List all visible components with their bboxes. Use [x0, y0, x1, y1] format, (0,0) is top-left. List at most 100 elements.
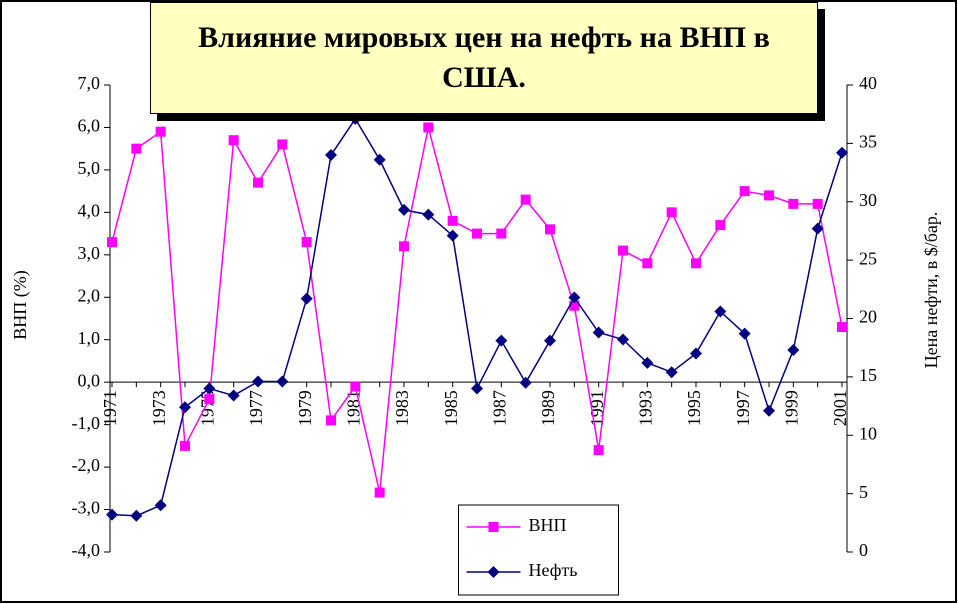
marker [714, 305, 727, 318]
marker [325, 149, 337, 162]
marker [227, 389, 240, 402]
y-tick-label: -1,0 [72, 413, 101, 433]
marker [496, 228, 507, 239]
y-tick-label: -4,0 [72, 540, 101, 560]
y2-tick-label: 30 [859, 190, 877, 210]
x-tick-label: 1983 [392, 390, 412, 426]
marker [788, 198, 799, 209]
y-tick-label: -2,0 [72, 455, 101, 475]
y-tick-label: 5,0 [78, 158, 101, 178]
marker [569, 300, 580, 311]
legend-marker [488, 522, 499, 532]
marker [228, 135, 239, 146]
marker [131, 143, 142, 154]
y-tick-label: 1,0 [78, 328, 101, 348]
marker [252, 375, 264, 388]
x-tick-label: 1999 [781, 390, 801, 426]
marker [180, 440, 190, 451]
marker [544, 334, 556, 347]
marker [179, 401, 191, 414]
x-tick-label: 1993 [635, 390, 655, 426]
marker [203, 382, 216, 395]
marker [422, 208, 435, 221]
y-tick-label: 0,0 [78, 370, 101, 390]
marker [399, 241, 409, 252]
marker [690, 347, 702, 360]
y2-tick-label: 35 [859, 132, 877, 152]
marker [763, 404, 775, 417]
marker [836, 146, 848, 159]
marker [739, 186, 750, 197]
marker [447, 215, 458, 226]
marker [349, 112, 362, 125]
marker [519, 376, 532, 389]
marker [642, 258, 653, 269]
marker [446, 229, 459, 242]
x-tick-label: 1995 [684, 390, 704, 426]
y-tick-label: 4,0 [78, 200, 101, 220]
y-tick-label: 3,0 [78, 243, 101, 263]
marker [837, 321, 847, 332]
marker [155, 126, 166, 137]
marker [326, 415, 336, 426]
y2-tick-label: 40 [859, 73, 877, 93]
marker [593, 445, 604, 456]
marker [787, 344, 800, 357]
y2-tick-label: 15 [859, 365, 877, 385]
chart-title: Влияние мировых цен на нефть на ВНП в СШ… [150, 2, 818, 114]
marker [423, 122, 434, 133]
y2-tick-label: 10 [859, 423, 877, 443]
x-tick-label: 1973 [149, 390, 169, 426]
x-tick-label: 1991 [587, 390, 607, 426]
marker [592, 326, 605, 339]
y-tick-label: 7,0 [78, 73, 101, 93]
marker [277, 139, 288, 150]
y2-tick-label: 20 [859, 307, 877, 327]
marker [204, 394, 215, 405]
y2-axis-title: Цена нефти, в $/бар. [921, 212, 941, 369]
marker [691, 258, 701, 269]
marker [764, 190, 774, 201]
x-tick-label: 1971 [100, 390, 120, 426]
marker [107, 237, 117, 248]
y2-tick-label: 5 [859, 482, 868, 502]
marker [301, 237, 312, 248]
x-tick-label: 1989 [538, 390, 558, 426]
x-tick-label: 1997 [733, 390, 753, 426]
legend-label: ВНП [529, 515, 567, 535]
x-tick-label: 1985 [441, 390, 461, 426]
marker [641, 356, 654, 369]
marker [545, 224, 555, 235]
x-tick-label: 1979 [295, 390, 315, 426]
marker [130, 509, 143, 522]
x-tick-label: 1987 [489, 390, 509, 426]
marker [568, 291, 581, 304]
y-tick-label: -3,0 [72, 498, 101, 518]
marker [106, 508, 118, 521]
marker [471, 382, 483, 395]
marker [300, 292, 313, 305]
marker [666, 207, 677, 218]
marker [811, 222, 824, 235]
marker [812, 198, 823, 209]
x-tick-label: 1977 [246, 390, 266, 426]
marker [715, 220, 726, 231]
marker [350, 381, 361, 392]
marker [154, 499, 167, 512]
y2-tick-label: 25 [859, 248, 877, 268]
marker [276, 375, 289, 388]
marker [374, 487, 385, 498]
y2-tick-label: 0 [859, 540, 868, 560]
legend-label: Нефть [529, 560, 578, 580]
marker [495, 334, 508, 347]
marker [253, 177, 263, 188]
marker [665, 366, 678, 379]
marker [618, 245, 628, 256]
legend-marker [487, 566, 500, 578]
y-axis-title: ВНП (%) [10, 270, 31, 340]
marker [398, 203, 410, 216]
x-tick-label: 2001 [830, 390, 850, 426]
marker [738, 327, 751, 340]
legend-box [458, 504, 619, 596]
